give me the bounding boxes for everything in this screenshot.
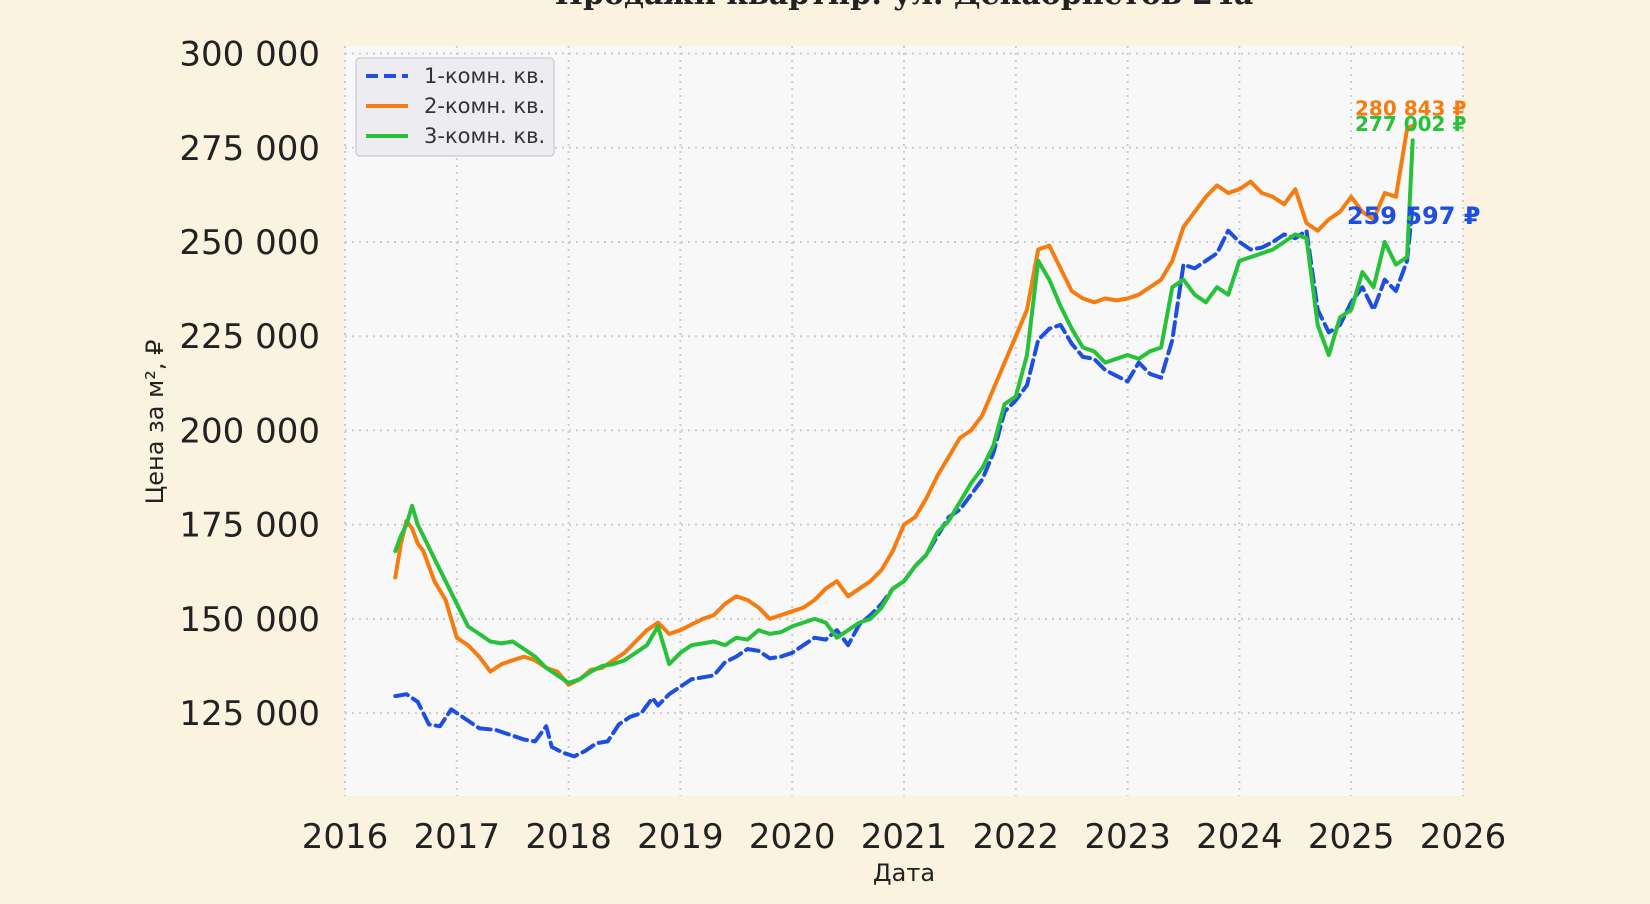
y-tick-label: 125 000 [179, 694, 320, 734]
chart-title: Продажи квартир: ул. Декабристов 24а [555, 0, 1254, 12]
x-axis-label: Дата [873, 859, 935, 887]
grid [344, 46, 1464, 796]
y-tick-label: 275 000 [179, 129, 320, 169]
x-tick-label: 2022 [973, 817, 1060, 857]
y-tick-label: 225 000 [179, 317, 320, 357]
y-axis-label: Цена за м², ₽ [141, 340, 169, 505]
x-tick-label: 2023 [1084, 817, 1171, 857]
series-line-3 [393, 138, 1415, 685]
end-value-label: 277 002 ₽ [1355, 112, 1466, 136]
y-tick-label: 300 000 [179, 35, 320, 75]
legend-label: 1-комн. кв. [424, 64, 545, 88]
axis-ticks: 2016 2017 2018 2019 2020 2021 2022 2023 2024 2025… [179, 35, 1506, 857]
series-lines [393, 123, 1415, 759]
end-value-label: 280 843 ₽ [1355, 97, 1466, 121]
x-tick-label: 2017 [414, 817, 501, 857]
end-value-label: 259 597 ₽ [1347, 202, 1481, 230]
y-tick-label: 250 000 [179, 223, 320, 263]
legend-box [355, 57, 555, 157]
x-tick-label: 2019 [637, 817, 724, 857]
x-tick-label: 2026 [1420, 817, 1507, 857]
legend: 1-комн. кв. 2-комн. кв. 3-комн. кв. [355, 57, 555, 157]
legend-label: 3-комн. кв. [424, 124, 545, 148]
x-tick-label: 2024 [1196, 817, 1283, 857]
y-tick-label: 150 000 [179, 600, 320, 640]
y-tick-label: 175 000 [179, 506, 320, 546]
y-tick-label: 200 000 [179, 411, 320, 451]
legend-label: 2-комн. кв. [424, 94, 545, 118]
x-tick-label: 2025 [1308, 817, 1395, 857]
x-tick-label: 2018 [525, 817, 612, 857]
x-tick-label: 2016 [302, 817, 389, 857]
x-tick-label: 2021 [861, 817, 948, 857]
end-value-labels: 259 597 ₽ 280 843 ₽277 002 ₽ [1347, 97, 1481, 230]
x-tick-label: 2020 [749, 817, 836, 857]
